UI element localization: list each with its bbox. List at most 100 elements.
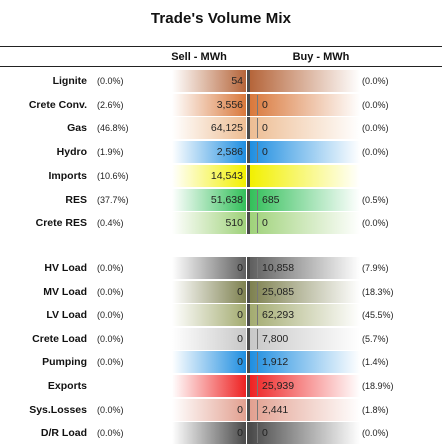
sell-value: 51,638	[210, 193, 243, 206]
row-label: RES	[65, 193, 87, 206]
sell-value: 0	[237, 332, 243, 345]
buy-tick	[257, 213, 258, 234]
sell-value: 2,586	[216, 146, 243, 159]
sell-percent: (0.0%)	[97, 404, 124, 415]
row-label: Hydro	[56, 146, 87, 159]
buy-tick	[257, 305, 258, 326]
center-divider	[247, 188, 250, 211]
row-label: Crete Load	[32, 332, 87, 345]
buy-bar: 685	[250, 188, 360, 211]
table-row: D/R Load (0.0%) 0 0 (0.0%)	[0, 422, 442, 445]
sell-value: 54	[231, 75, 243, 87]
sell-value: 3,556	[216, 98, 243, 111]
buy-percent: (45.5%)	[362, 310, 394, 321]
sell-percent: (0.0%)	[97, 286, 124, 297]
buy-tick	[257, 142, 258, 163]
buy-value: 0	[262, 427, 268, 440]
buy-bar: 7,800	[250, 327, 360, 350]
buy-bar: 0	[250, 212, 360, 235]
sell-percent: (0.0%)	[97, 76, 124, 86]
sell-bar: 3,556	[172, 93, 246, 116]
center-divider	[247, 141, 250, 164]
buy-tick	[257, 399, 258, 420]
center-divider	[247, 280, 250, 303]
row-label: Lignite	[52, 75, 87, 87]
sell-bar: 0	[172, 351, 246, 374]
buy-bar: 10,858	[250, 257, 360, 279]
sell-value: 0	[237, 356, 243, 369]
buy-percent: (1.4%)	[362, 357, 389, 368]
row-label: Imports	[48, 169, 87, 182]
buy-percent: (0.5%)	[362, 194, 389, 205]
sell-bar: 0	[172, 422, 246, 445]
center-divider	[247, 375, 250, 397]
buy-percent: (5.7%)	[362, 333, 389, 344]
sell-percent: (0.4%)	[97, 218, 124, 229]
buy-bar: 25,939	[250, 375, 360, 397]
sell-value: 510	[225, 217, 243, 230]
center-divider	[247, 304, 250, 327]
sell-percent: (0.0%)	[97, 333, 124, 344]
buy-percent: (0.0%)	[362, 99, 389, 110]
sell-value: 14,543	[210, 169, 243, 182]
buy-bar	[250, 164, 360, 187]
buy-percent: (7.9%)	[362, 263, 389, 273]
row-label: Pumping	[42, 356, 87, 369]
table-row: Pumping (0.0%) 0 1,912 (1.4%)	[0, 351, 442, 374]
buy-value: 0	[262, 217, 268, 230]
header-divider	[0, 66, 442, 67]
buy-bar: 1,912	[250, 351, 360, 374]
buy-tick	[257, 376, 258, 396]
table-row: Exports 25,939 (18.9%)	[0, 375, 442, 397]
sell-percent: (0.0%)	[97, 310, 124, 321]
buy-header: Buy - MWh	[292, 51, 350, 63]
buy-value: 7,800	[262, 332, 289, 345]
center-divider	[247, 164, 250, 187]
center-divider	[247, 422, 250, 445]
row-label: HV Load	[44, 262, 87, 274]
buy-tick	[257, 328, 258, 349]
table-row: Gas (46.8%) 64,125 0 (0.0%)	[0, 117, 442, 140]
sell-percent: (1.9%)	[97, 147, 124, 158]
buy-percent: (1.8%)	[362, 404, 389, 415]
sell-value: 0	[237, 403, 243, 416]
sell-bar: 51,638	[172, 188, 246, 211]
buy-percent: (0.0%)	[362, 76, 389, 86]
buy-bar: 2,441	[250, 398, 360, 421]
buy-bar: 25,085	[250, 280, 360, 303]
sell-bar: 14,543	[172, 164, 246, 187]
table-row: Crete RES (0.4%) 510 0 (0.0%)	[0, 212, 442, 235]
row-label: D/R Load	[40, 427, 87, 440]
table-row: LV Load (0.0%) 0 62,293 (45.5%)	[0, 304, 442, 327]
sell-bar: 0	[172, 398, 246, 421]
buy-tick	[257, 281, 258, 302]
table-row: Lignite (0.0%) 54 (0.0%)	[0, 70, 442, 92]
sell-bar: 0	[172, 304, 246, 327]
row-label: Sys.Losses	[29, 403, 87, 416]
buy-tick	[257, 189, 258, 210]
buy-bar	[250, 70, 360, 92]
table-row: Crete Load (0.0%) 0 7,800 (5.7%)	[0, 327, 442, 350]
sell-value: 0	[237, 427, 243, 440]
center-divider	[247, 212, 250, 235]
buy-tick	[257, 94, 258, 115]
center-divider	[247, 327, 250, 350]
sell-percent: (2.6%)	[97, 99, 124, 110]
sell-bar: 64,125	[172, 117, 246, 140]
sell-percent: (0.0%)	[97, 428, 124, 439]
buy-tick	[257, 423, 258, 444]
table-row: Crete Conv. (2.6%) 3,556 0 (0.0%)	[0, 93, 442, 116]
sell-percent: (46.8%)	[97, 123, 129, 134]
top-divider	[0, 46, 442, 47]
table-row: HV Load (0.0%) 0 10,858 (7.9%)	[0, 257, 442, 279]
buy-value: 0	[262, 146, 268, 159]
buy-percent: (0.0%)	[362, 147, 389, 158]
sell-value: 0	[237, 262, 243, 274]
buy-percent: (0.0%)	[362, 123, 389, 134]
sell-percent: (37.7%)	[97, 194, 129, 205]
buy-tick	[257, 258, 258, 278]
sell-value: 0	[237, 309, 243, 322]
chart-title: Trade's Volume Mix	[150, 10, 292, 27]
table-row: Imports (10.6%) 14,543	[0, 164, 442, 187]
buy-value: 0	[262, 122, 268, 135]
